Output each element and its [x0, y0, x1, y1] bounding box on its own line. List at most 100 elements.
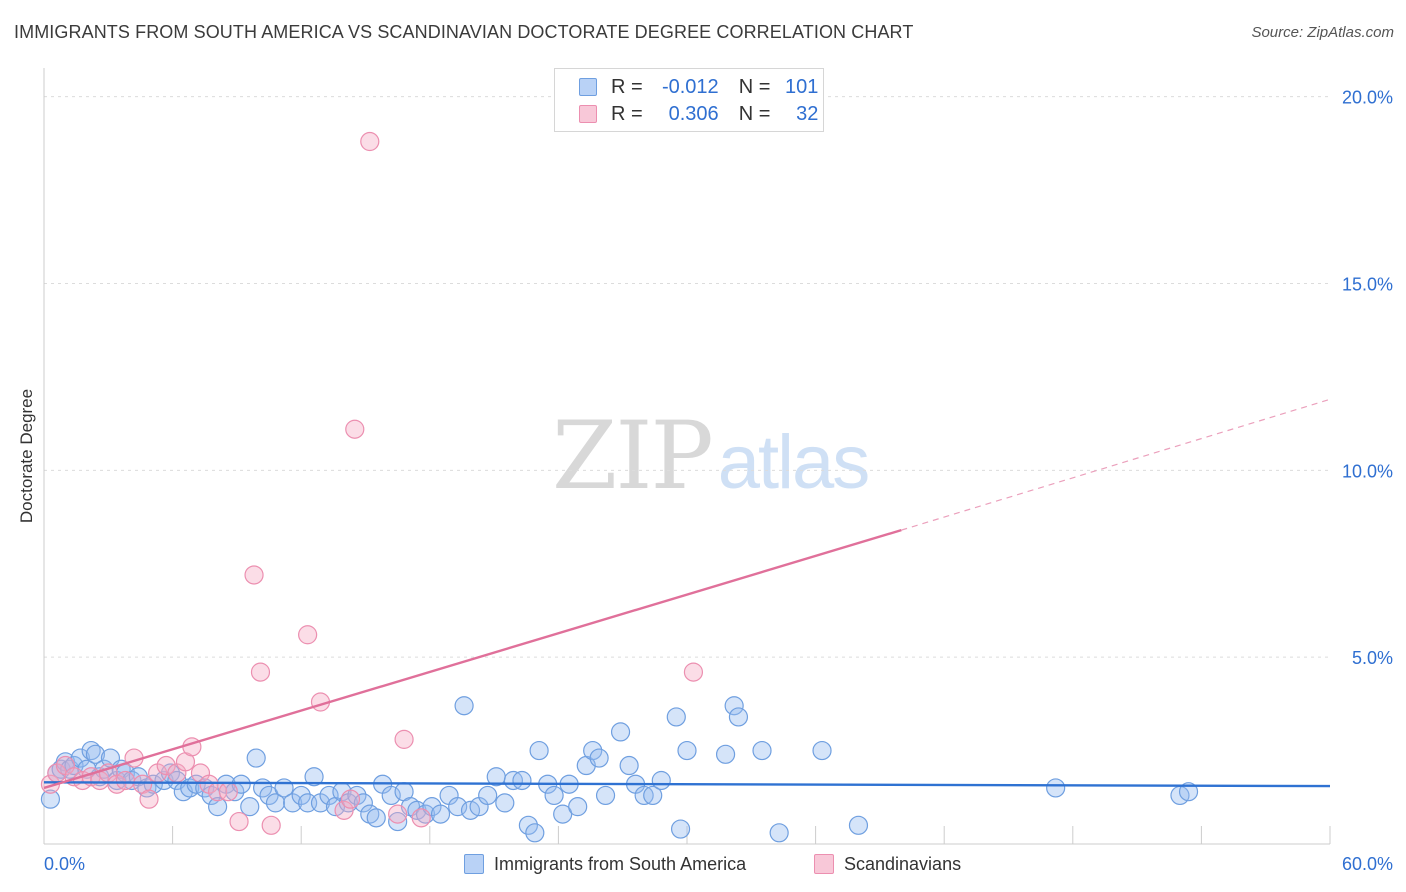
point-south-america [568, 797, 588, 817]
point-south-america [85, 744, 106, 764]
point-south-america [448, 797, 468, 817]
legend-r-label: R = [611, 75, 643, 98]
point-south-america [240, 797, 260, 817]
point-south-america [525, 823, 545, 843]
point-south-america [752, 740, 772, 761]
trend-line-scandinavians-extension [901, 398, 1331, 531]
bottom-legend-scandinavians: Scandinavians [814, 852, 961, 876]
point-scandinavians [139, 789, 159, 809]
legend-swatch-scandinavians [579, 105, 597, 123]
correlation-legend: R = -0.012 N = 101 R = 0.306 N = 32 [554, 68, 824, 132]
watermark-atlas: atlas [717, 420, 871, 505]
x-tick-label: 60.0% [1342, 854, 1393, 874]
point-scandinavians [218, 782, 238, 802]
points-layer [40, 131, 1199, 843]
legend-row-south-america: R = -0.012 N = 101 [555, 73, 818, 101]
legend-n-value: 101 [785, 75, 819, 98]
point-south-america [512, 770, 532, 791]
point-south-america [651, 770, 671, 791]
legend-r-value: -0.012 [661, 75, 719, 98]
y-tick-label: 15.0% [1342, 275, 1393, 295]
point-south-america [619, 755, 639, 776]
legend-row-scandinavians: R = 0.306 N = 32 [555, 100, 818, 128]
legend-r-value: 0.306 [668, 102, 719, 125]
legend-swatch-south-america [579, 78, 597, 96]
point-scandinavians [683, 662, 704, 682]
point-south-america [728, 707, 749, 727]
point-south-america [495, 793, 515, 813]
point-scandinavians [229, 811, 249, 832]
point-south-america [715, 744, 736, 764]
point-south-america [40, 789, 61, 809]
trend-line-scandinavians [43, 528, 902, 790]
bottom-legend-south-america: Immigrants from South America [464, 852, 746, 876]
point-scandinavians [115, 770, 136, 791]
point-scandinavians [298, 625, 318, 645]
bottom-legend-swatch-scandinavians [814, 854, 834, 874]
y-tick-label: 20.0% [1342, 88, 1393, 108]
point-south-america [388, 811, 408, 832]
grid-layer [44, 96, 1330, 658]
point-south-america [518, 815, 538, 835]
point-south-america [366, 808, 386, 828]
point-scandinavians [250, 662, 271, 682]
bottom-legend-label-scandinavians: Scandinavians [844, 853, 962, 874]
point-south-america [643, 785, 663, 806]
x-tick-label: 0.0% [44, 854, 85, 874]
point-south-america [529, 740, 549, 761]
point-scandinavians [360, 131, 380, 152]
point-south-america [583, 740, 603, 761]
legend-n-label: N = [738, 75, 771, 98]
point-south-america [319, 785, 339, 806]
point-south-america [595, 785, 616, 806]
point-south-america [381, 785, 401, 806]
point-south-america [677, 740, 697, 761]
point-south-america [724, 696, 744, 716]
point-scandinavians [156, 755, 176, 776]
series-south-america [40, 696, 1199, 843]
point-scandinavians [334, 800, 354, 820]
point-south-america [208, 797, 228, 817]
point-south-america [478, 785, 498, 806]
point-south-america [589, 748, 609, 768]
point-south-america [610, 722, 631, 742]
point-south-america [812, 740, 832, 761]
y-tick-label: 5.0% [1352, 648, 1393, 668]
point-scandinavians [340, 789, 361, 809]
chart-source: Source: ZipAtlas.com [1251, 24, 1394, 41]
y-tick-label: 10.0% [1342, 461, 1393, 481]
point-south-america [1046, 778, 1066, 798]
point-south-america [291, 785, 311, 806]
point-south-america [1178, 782, 1199, 802]
legend-n-label: N = [738, 102, 771, 125]
point-south-america [265, 793, 286, 813]
point-scandinavians [261, 815, 281, 835]
point-south-america [666, 707, 686, 727]
point-south-america [246, 748, 266, 768]
chart-title: IMMIGRANTS FROM SOUTH AMERICA VS SCANDIN… [14, 22, 914, 42]
bottom-legend-swatch-south-america [464, 854, 484, 874]
series-scandinavians [40, 131, 704, 835]
point-south-america [454, 696, 474, 716]
point-scandinavians [394, 729, 414, 749]
point-south-america [430, 804, 451, 824]
point-south-america [304, 767, 324, 787]
point-south-america [848, 815, 869, 835]
legend-r-label: R = [611, 102, 643, 125]
trend-line-south-america [43, 781, 1331, 788]
point-scandinavians [411, 808, 431, 828]
trend-layer [43, 398, 1331, 790]
watermark: ZIPatlas [552, 402, 871, 511]
point-south-america [143, 774, 163, 794]
point-scandinavians [388, 804, 408, 824]
point-south-america [670, 819, 691, 839]
legend-n-value: 32 [796, 102, 819, 125]
point-south-america [769, 823, 789, 843]
axes-layer [43, 68, 1331, 845]
bottom-legend-label-south-america: Immigrants from South America [494, 853, 747, 874]
tick-label-layer: 5.0% 10.0% 15.0% 20.0% 0.0% 60.0% [44, 88, 1393, 874]
point-scandinavians [345, 419, 365, 439]
watermark-zip: ZIP [552, 402, 714, 511]
point-scandinavians [244, 565, 264, 585]
